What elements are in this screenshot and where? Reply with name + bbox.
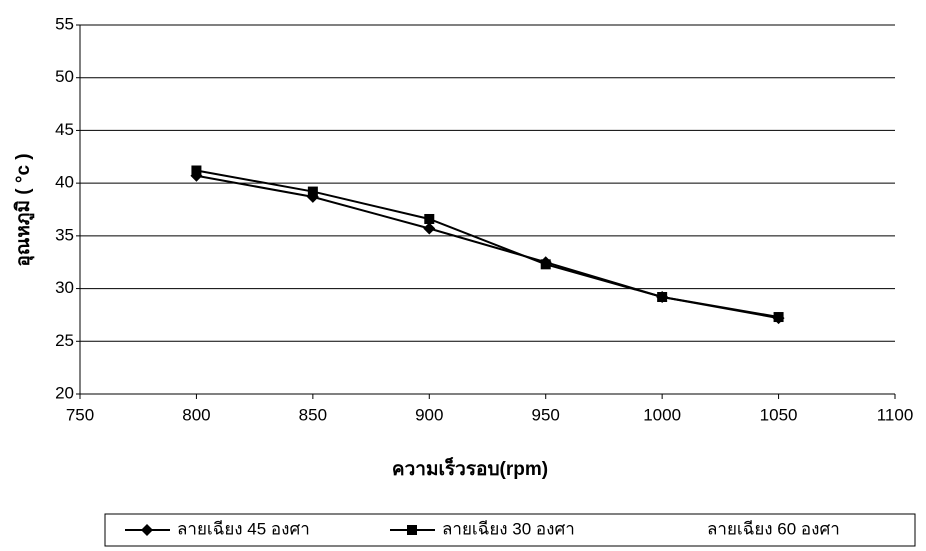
- marker: [423, 222, 436, 235]
- marker: [773, 312, 784, 323]
- x-tick-label: 750: [66, 405, 94, 424]
- x-tick-label: 850: [299, 405, 327, 424]
- x-tick-label: 800: [182, 405, 210, 424]
- x-tick-label: 900: [415, 405, 443, 424]
- y-tick-label: 20: [55, 383, 74, 402]
- y-tick-label: 35: [55, 225, 74, 244]
- x-axis-label: ความเร็วรอบ(rpm): [392, 456, 548, 480]
- legend-label: ลายเฉียง 60 องศา: [707, 519, 840, 538]
- marker: [191, 165, 202, 176]
- y-tick-label: 40: [55, 173, 74, 192]
- x-tick-label: 1100: [877, 405, 914, 424]
- x-tick-label: 1050: [760, 405, 798, 424]
- marker: [307, 186, 318, 197]
- line: [196, 174, 779, 320]
- y-tick-label: 55: [55, 14, 74, 33]
- marker: [540, 259, 551, 270]
- legend-label: ลายเฉียง 30 องศา: [442, 519, 575, 538]
- y-tick-label: 45: [55, 120, 74, 139]
- y-axis-label: อุณหภูมิ ( °c ): [13, 153, 35, 266]
- y-tick-label: 50: [55, 67, 74, 86]
- legend-label: ลายเฉียง 45 องศา: [177, 519, 310, 538]
- x-tick-label: 950: [532, 405, 560, 424]
- marker: [424, 213, 435, 224]
- marker: [141, 524, 153, 536]
- legend-box: [104, 513, 916, 547]
- marker: [657, 292, 668, 303]
- marker: [407, 525, 417, 535]
- y-tick-label: 30: [55, 278, 74, 297]
- x-tick-label: 1000: [643, 405, 681, 424]
- line: [196, 169, 779, 319]
- y-tick-label: 25: [55, 331, 74, 350]
